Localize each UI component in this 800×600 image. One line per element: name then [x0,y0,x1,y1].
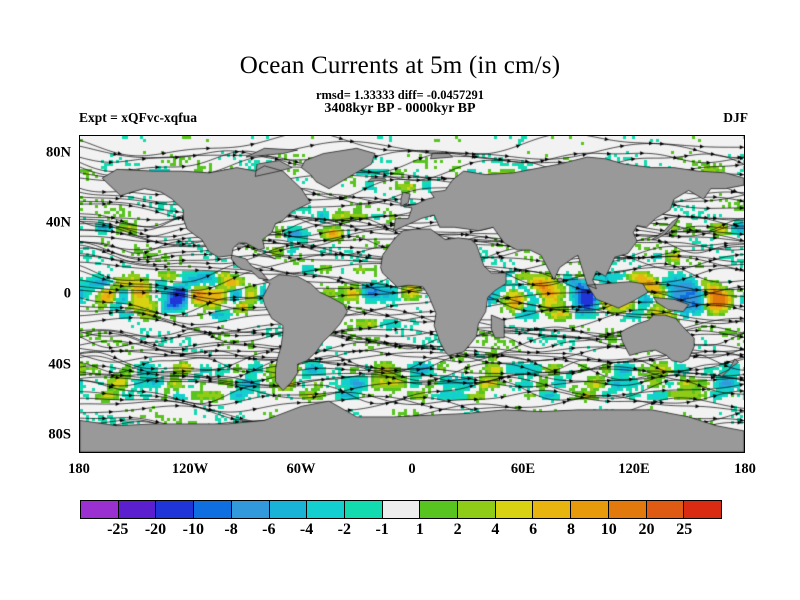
season-label: DJF [723,110,748,125]
x-tick-label: 180 [734,461,756,477]
colorbar-segment [533,501,572,518]
colorbar-tick-label: -20 [144,521,167,538]
colorbar-segment [269,501,308,518]
colorbar-tick-label: 20 [638,521,655,538]
y-tick-label: 80N [46,144,71,161]
x-tick-label: 120E [618,461,650,477]
colorbar-strip[interactable] [80,500,722,519]
colorbar-tick-label: -4 [299,521,314,538]
colorbar-segment [156,501,195,518]
colorbar-tick-label: 10 [600,521,617,538]
map-plot-area[interactable] [79,135,745,453]
colorbar-tick-label: 6 [529,521,538,538]
colorbar-tick-label: -6 [262,521,276,538]
colorbar-segment [571,501,609,518]
colorbar-segment [307,501,345,518]
colorbar-segment [495,501,534,518]
colorbar-tick-label: -2 [337,521,352,538]
colorbar-tick-label: -1 [375,521,389,538]
colorbar-segment [81,501,119,518]
y-tick-label: 40N [46,214,71,231]
colorbar-segment [608,501,647,518]
x-tick-label: 120W [171,461,209,477]
colorbar-segment [344,501,383,518]
colorbar-tick-label: 1 [415,521,424,538]
statistics-label: rmsd= 1.33333 diff= -0.0457291 [315,88,485,102]
colorbar-tick-label: 2 [453,521,462,538]
colorbar-segment [420,501,459,518]
y-tick-label: 80S [48,426,71,443]
colorbar-segment [231,501,270,518]
colorbar: -25 -20 -10 -8 -6 -4 -2 -1 1 2 4 6 8 10 20 25 [80,500,722,538]
colorbar-tick-label: -10 [182,521,204,538]
colorbar-segment [382,501,421,518]
colorbar-tick-label: -25 [107,521,129,538]
experiment-label: Expt = xQFvc-xqfua [79,110,197,125]
colorbar-tick-label: 8 [566,521,575,538]
colorbar-segment [646,501,685,518]
x-axis: 180 120W 60W 0 60E 120E 180 [68,461,756,483]
x-tick-label: 60E [510,461,536,477]
colorbar-segment [458,501,496,518]
ocean-current-map[interactable] [80,136,744,452]
x-tick-label: 60W [286,461,316,477]
x-tick-label: 180 [68,461,90,477]
colorbar-segment [194,501,232,518]
x-tick-label: 0 [408,461,416,477]
y-tick-label: 40S [48,356,71,373]
colorbar-tick-labels: -25 -20 -10 -8 -6 -4 -2 -1 1 2 4 6 8 10 20 25 [80,521,722,543]
y-tick-label: 0 [63,285,71,302]
colorbar-segment [118,501,157,518]
colorbar-tick-label: 4 [491,521,500,538]
colorbar-tick-label: -8 [224,521,238,538]
colorbar-tick-label: 25 [676,521,693,538]
time-period-label: 3408kyr BP - 0000kyr BP [324,101,476,116]
colorbar-segment [684,501,721,518]
page-title: Ocean Currents at 5m (in cm/s) [239,52,561,79]
y-axis: 80N 40N 0 40S 80S [19,135,71,453]
